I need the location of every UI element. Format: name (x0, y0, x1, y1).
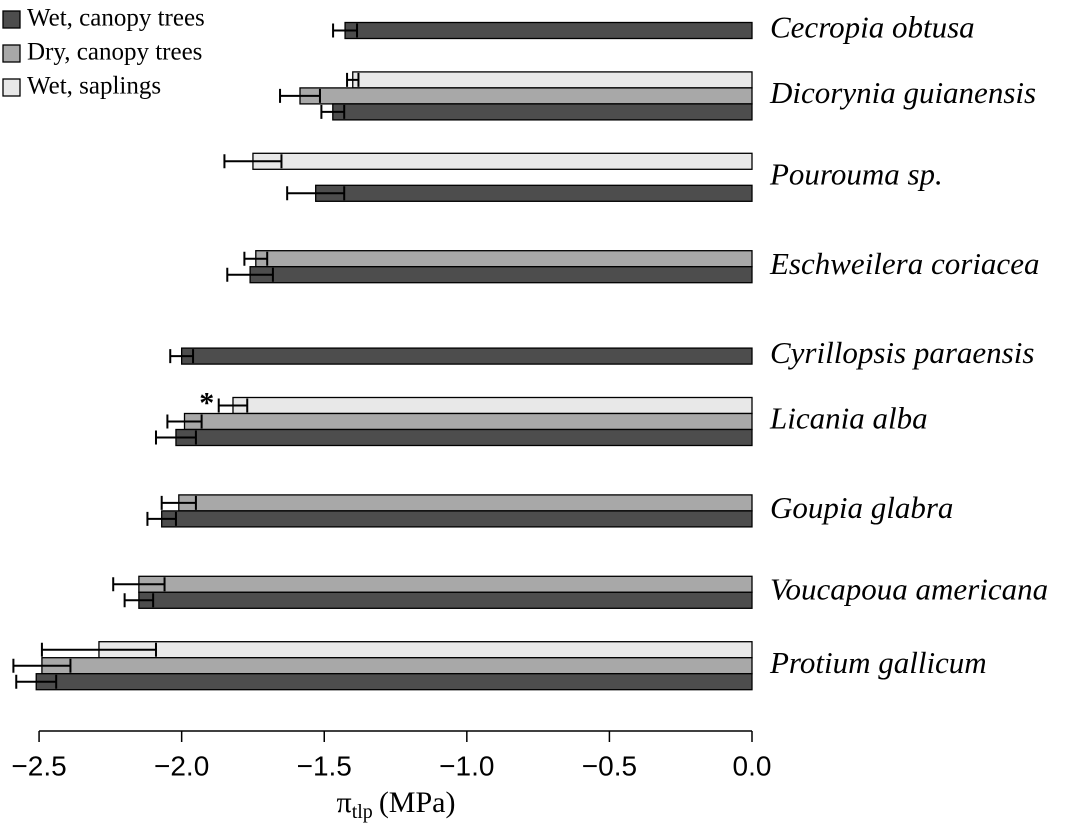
error-bar (346, 72, 360, 87)
category-label: Licania alba (769, 401, 928, 436)
x-label-unit: (MPa) (379, 786, 456, 819)
error-bar (320, 104, 346, 119)
x-tick-label: −1.0 (439, 750, 494, 781)
legend-swatch (2, 44, 21, 63)
category-label: Cyrillopsis paraensis (770, 335, 1034, 370)
x-tick-label: −2.5 (11, 750, 66, 781)
x-tick-label: −1.5 (297, 750, 352, 781)
category-label: Goupia glabra (770, 490, 953, 525)
error-bar (40, 642, 157, 657)
category-label: Pourouma sp. (769, 156, 943, 191)
bar (183, 412, 753, 431)
bar (232, 396, 753, 415)
bar (252, 152, 753, 170)
category-label: Eschweilera coriacea (769, 246, 1039, 281)
error-bar (243, 251, 269, 266)
bar (41, 657, 753, 675)
bar (299, 87, 753, 105)
x-tick-label: −0.5 (582, 750, 637, 781)
error-bar (223, 154, 283, 169)
category-label: Dicorynia guianensis (769, 75, 1036, 110)
legend-label: Wet, saplings (27, 73, 161, 100)
error-bar (286, 186, 346, 201)
bar (181, 347, 753, 365)
x-label-sub: tlp (352, 801, 373, 823)
error-bar (279, 88, 321, 103)
legend-label: Dry, canopy trees (27, 39, 202, 66)
legend-label: Wet, canopy trees (27, 5, 205, 32)
error-bar (12, 658, 72, 673)
annotation: * (199, 386, 214, 419)
category-label: Voucapoua americana (770, 571, 1048, 606)
bar (255, 250, 753, 268)
error-bar (332, 23, 359, 38)
error-bar (123, 593, 155, 608)
category-label: Cecropia obtusa (770, 10, 975, 45)
bar (138, 575, 753, 593)
error-bar (154, 430, 197, 445)
error-bar (112, 577, 166, 592)
error-bar (217, 398, 249, 413)
bar (332, 103, 753, 121)
error-bar (160, 495, 197, 510)
error-bar (226, 267, 274, 282)
error-bar (166, 414, 203, 429)
bar (352, 71, 753, 89)
bar (98, 641, 753, 659)
bar (344, 21, 753, 40)
bar (138, 591, 753, 609)
bar (35, 673, 753, 691)
error-bar (146, 511, 177, 526)
category-label: Protium gallicum (769, 645, 987, 680)
legend-swatch (2, 10, 21, 29)
x-label-symbol: π (337, 786, 352, 819)
bar (315, 184, 753, 202)
x-tick-label: 0.0 (733, 750, 772, 781)
legend-swatch (2, 78, 21, 97)
bar (178, 494, 753, 512)
bar (249, 266, 753, 284)
x-tick-label: −2.0 (154, 750, 209, 781)
error-bar (15, 674, 58, 689)
error-bar (169, 349, 195, 364)
bar (175, 428, 753, 447)
x-axis-label: πtlp (MPa) (337, 786, 456, 823)
bar (161, 510, 753, 528)
